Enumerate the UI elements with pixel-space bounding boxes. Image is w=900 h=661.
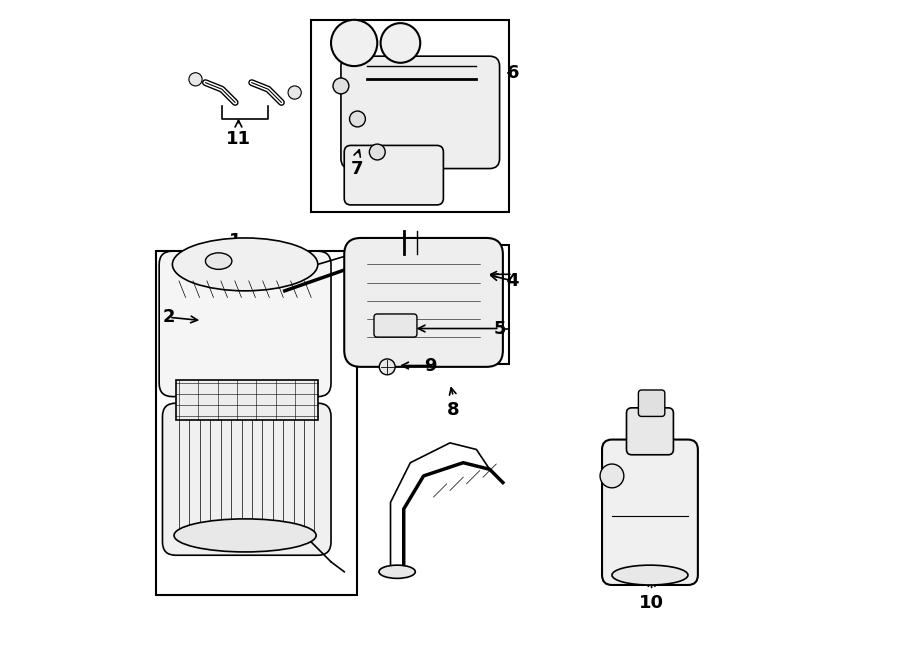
Ellipse shape [205,253,232,270]
FancyBboxPatch shape [626,408,673,455]
FancyBboxPatch shape [638,390,665,416]
Text: 8: 8 [447,401,460,419]
Text: 5: 5 [493,319,506,338]
FancyBboxPatch shape [156,251,357,595]
Circle shape [189,73,202,86]
FancyBboxPatch shape [311,20,509,212]
Ellipse shape [612,565,688,585]
Circle shape [333,78,349,94]
Circle shape [381,23,420,63]
Ellipse shape [173,238,318,291]
FancyBboxPatch shape [351,245,509,364]
Text: 1: 1 [229,232,241,251]
Circle shape [600,464,624,488]
FancyBboxPatch shape [341,56,500,169]
FancyBboxPatch shape [176,380,318,420]
Text: 11: 11 [226,130,251,148]
FancyBboxPatch shape [374,314,417,337]
Circle shape [369,144,385,160]
Circle shape [379,359,395,375]
Text: 9: 9 [424,356,436,375]
Circle shape [288,86,302,99]
Text: 4: 4 [507,272,519,290]
Circle shape [349,111,365,127]
FancyBboxPatch shape [159,251,331,397]
FancyBboxPatch shape [344,145,444,205]
FancyBboxPatch shape [602,440,698,585]
Text: 3: 3 [288,397,301,416]
Ellipse shape [379,565,415,578]
Circle shape [331,20,377,66]
Ellipse shape [174,519,316,552]
Text: 6: 6 [507,63,519,82]
Text: 7: 7 [351,159,364,178]
FancyBboxPatch shape [344,238,503,367]
Text: 2: 2 [163,308,176,327]
FancyBboxPatch shape [163,403,331,555]
Text: 10: 10 [639,594,664,613]
